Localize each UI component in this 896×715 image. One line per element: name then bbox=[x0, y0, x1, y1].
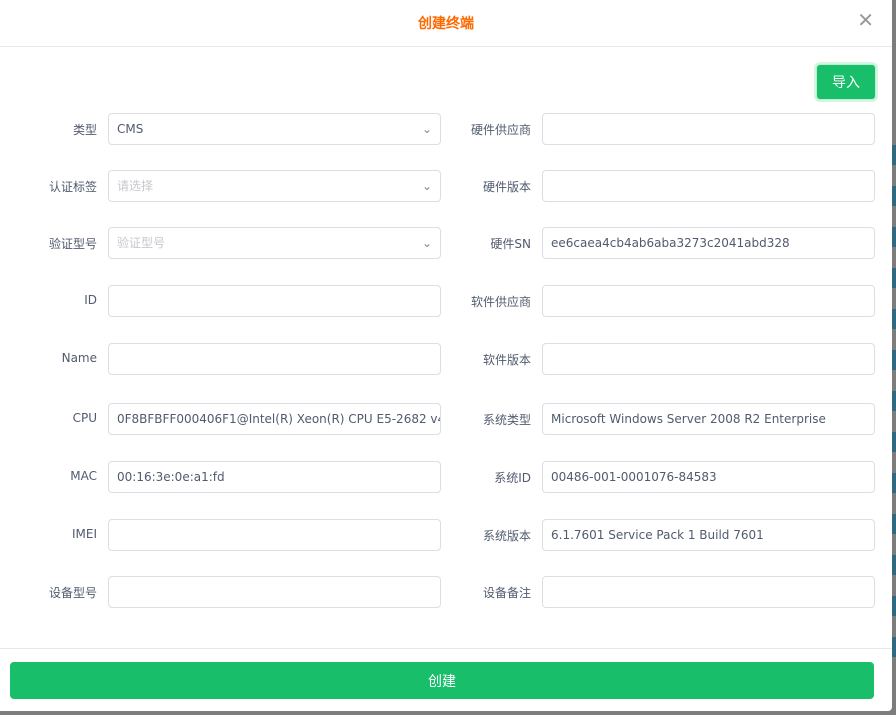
import-button[interactable]: 导入 bbox=[816, 64, 876, 100]
field-label: 硬件SN bbox=[490, 237, 531, 251]
select-field[interactable]: 验证型号 ⌄ bbox=[108, 227, 441, 259]
field-label: CPU bbox=[72, 411, 97, 425]
field-label: 验证型号 bbox=[48, 237, 97, 251]
field-label: 系统类型 bbox=[482, 413, 531, 427]
close-icon[interactable]: ✕ bbox=[857, 8, 874, 32]
field-label: 软件供应商 bbox=[470, 295, 531, 309]
input-field[interactable] bbox=[542, 113, 875, 145]
select-field[interactable]: 请选择 ⌄ bbox=[108, 170, 441, 202]
field-label: 软件版本 bbox=[482, 353, 531, 367]
input-field[interactable]: Microsoft Windows Server 2008 R2 Enterpr… bbox=[542, 403, 875, 435]
input-field[interactable]: ee6caea4cb4ab6aba3273c2041abd328 bbox=[542, 227, 875, 259]
field-label: 类型 bbox=[72, 123, 97, 137]
input-field[interactable]: 00:16:3e:0e:a1:fd bbox=[108, 461, 441, 493]
background-stripe bbox=[892, 473, 896, 493]
placeholder: 验证型号 bbox=[117, 236, 166, 250]
field-value: 00:16:3e:0e:a1:fd bbox=[117, 470, 225, 484]
input-field[interactable] bbox=[542, 285, 875, 317]
chevron-down-icon: ⌄ bbox=[421, 122, 432, 136]
background-stripe bbox=[892, 637, 896, 657]
field-label: IMEI bbox=[71, 527, 97, 541]
input-field[interactable] bbox=[108, 519, 441, 551]
input-field[interactable]: 6.1.7601 Service Pack 1 Build 7601 bbox=[542, 519, 875, 551]
field-label: 硬件版本 bbox=[482, 180, 531, 194]
footer-divider bbox=[0, 648, 892, 649]
field-value: 00486-001-0001076-84583 bbox=[551, 470, 717, 484]
chevron-down-icon: ⌄ bbox=[421, 236, 432, 250]
chevron-down-icon: ⌄ bbox=[421, 179, 432, 193]
field-label: 系统版本 bbox=[482, 529, 531, 543]
input-field[interactable] bbox=[542, 170, 875, 202]
background-stripe bbox=[892, 432, 896, 452]
field-value: 0F8BFBFF000406F1@Intel(R) Xeon(R) CPU E5… bbox=[117, 412, 440, 426]
field-value: Microsoft Windows Server 2008 R2 Enterpr… bbox=[551, 412, 826, 426]
background-stripe bbox=[892, 391, 896, 411]
background-stripe bbox=[892, 514, 896, 534]
background-stripe bbox=[892, 145, 896, 165]
field-label: 硬件供应商 bbox=[470, 123, 531, 137]
background-stripe bbox=[892, 555, 896, 575]
field-label: 设备备注 bbox=[482, 586, 531, 600]
field-value: ee6caea4cb4ab6aba3273c2041abd328 bbox=[551, 236, 790, 250]
dialog-title: 创建终端 bbox=[418, 16, 474, 32]
background-stripe bbox=[892, 186, 896, 206]
background-stripe bbox=[892, 227, 896, 247]
placeholder: 请选择 bbox=[117, 179, 154, 193]
input-field[interactable] bbox=[542, 343, 875, 375]
field-label: 系统ID bbox=[494, 471, 531, 485]
create-button[interactable]: 创建 bbox=[10, 662, 874, 699]
background-stripe bbox=[892, 309, 896, 329]
field-label: ID bbox=[84, 293, 97, 307]
background-stripe bbox=[892, 268, 896, 288]
field-value: CMS bbox=[117, 122, 144, 136]
dialog-header: 创建终端 ✕ bbox=[0, 0, 892, 47]
input-field[interactable]: 00486-001-0001076-84583 bbox=[542, 461, 875, 493]
input-field[interactable] bbox=[108, 576, 441, 608]
field-value: 6.1.7601 Service Pack 1 Build 7601 bbox=[551, 528, 764, 542]
field-label: 设备型号 bbox=[48, 586, 97, 600]
background-stripe bbox=[892, 350, 896, 370]
field-label: 认证标签 bbox=[48, 180, 97, 194]
field-label: Name bbox=[61, 351, 97, 365]
input-field[interactable] bbox=[108, 343, 441, 375]
background-stripe bbox=[892, 596, 896, 616]
select-field[interactable]: CMS ⌄ bbox=[108, 113, 441, 145]
field-label: MAC bbox=[70, 469, 97, 483]
input-field[interactable]: 0F8BFBFF000406F1@Intel(R) Xeon(R) CPU E5… bbox=[108, 403, 441, 435]
input-field[interactable] bbox=[108, 285, 441, 317]
input-field[interactable] bbox=[542, 576, 875, 608]
